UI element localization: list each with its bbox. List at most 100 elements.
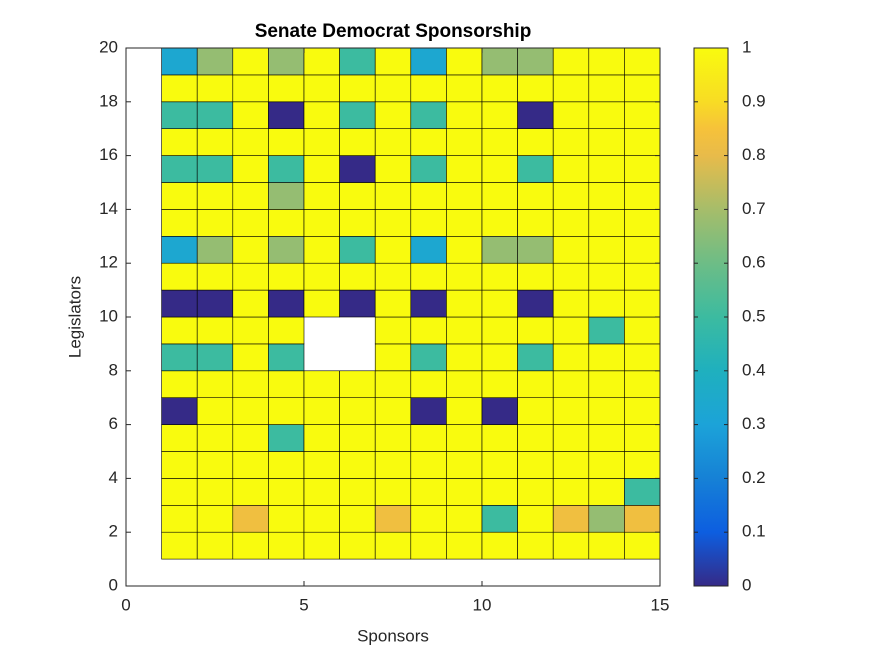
- heatmap-cell: [161, 47, 198, 76]
- heatmap-cell: [161, 343, 198, 372]
- heatmap-cell: [517, 316, 554, 345]
- colorbar-tick-label: 0.2: [742, 468, 766, 487]
- colorbar-tick-label: 0.7: [742, 199, 766, 218]
- heatmap-cell: [196, 504, 234, 533]
- heatmap-cell: [339, 128, 376, 156]
- heatmap-cell: [161, 424, 198, 452]
- heatmap-cell: [303, 504, 340, 533]
- heatmap-cell: [303, 478, 340, 506]
- heatmap-cell: [374, 397, 412, 425]
- heatmap-cell: [196, 397, 234, 425]
- heatmap-cell: [552, 236, 590, 264]
- heatmap-cell: [446, 101, 483, 130]
- heatmap-cell: [374, 47, 412, 76]
- heatmap-cell: [268, 370, 305, 398]
- y-tick-label: 8: [109, 360, 118, 379]
- heatmap-cell: [552, 289, 590, 318]
- heatmap-cell: [517, 236, 554, 264]
- heatmap-cell: [552, 343, 590, 372]
- x-axis-label: Sponsors: [357, 626, 429, 645]
- heatmap-cell: [303, 262, 340, 291]
- heatmap-cell: [517, 182, 554, 210]
- y-tick-label: 4: [109, 468, 118, 487]
- heatmap-cell: [446, 316, 483, 345]
- heatmap-cell: [410, 531, 447, 560]
- heatmap-cell: [588, 155, 625, 183]
- heatmap-cell: [410, 155, 447, 183]
- heatmap-cell: [552, 155, 590, 183]
- y-tick-label: 16: [99, 145, 118, 164]
- heatmap-cell: [517, 289, 554, 318]
- heatmap-cell: [374, 531, 412, 560]
- heatmap-cell: [517, 262, 554, 291]
- heatmap-cell: [232, 128, 269, 156]
- heatmap-cell: [481, 478, 518, 506]
- heatmap-cell: [446, 128, 483, 156]
- x-tick-label: 10: [473, 595, 492, 614]
- heatmap-cell: [374, 101, 412, 130]
- heatmap-cell: [161, 128, 198, 156]
- heatmap-cell: [196, 74, 234, 103]
- heatmap-cell: [196, 47, 234, 76]
- heatmap-cell: [232, 397, 269, 425]
- heatmap-cell: [588, 209, 625, 237]
- heatmap-cell: [268, 316, 305, 345]
- heatmap-cell: [552, 504, 590, 533]
- heatmap-cell: [552, 451, 590, 479]
- heatmap-cell: [624, 101, 661, 130]
- heatmap-cell: [232, 504, 269, 533]
- heatmap-cell: [303, 531, 340, 560]
- heatmap-cell: [588, 370, 625, 398]
- heatmap-cell: [517, 101, 554, 130]
- heatmap-cell: [374, 236, 412, 264]
- heatmap-cell: [446, 236, 483, 264]
- heatmap-cell: [552, 478, 590, 506]
- heatmap-cell: [410, 343, 447, 372]
- heatmap-cell: [552, 47, 590, 76]
- colorbar-tick-label: 0.6: [742, 253, 766, 272]
- heatmap-cell: [374, 504, 412, 533]
- heatmap-cell: [552, 101, 590, 130]
- y-tick-label: 18: [99, 91, 118, 110]
- colorbar-tick-label: 0.4: [742, 360, 766, 379]
- heatmap-cell: [552, 370, 590, 398]
- y-tick-label: 20: [99, 37, 118, 56]
- heatmap-cell: [624, 478, 661, 506]
- heatmap-cell: [196, 209, 234, 237]
- heatmap-cell: [446, 209, 483, 237]
- heatmap-cell: [552, 424, 590, 452]
- colorbar: [693, 47, 729, 587]
- heatmap-cell: [161, 209, 198, 237]
- heatmap-cell: [339, 262, 376, 291]
- heatmap-cell: [410, 370, 447, 398]
- heatmap-cell: [481, 531, 518, 560]
- heatmap-cell: [303, 424, 340, 452]
- heatmap-cell: [339, 101, 376, 130]
- heatmap-cell: [624, 370, 661, 398]
- heatmap-cell: [588, 128, 625, 156]
- heatmap-cell: [232, 155, 269, 183]
- heatmap-cell: [446, 343, 483, 372]
- chart-title: Senate Democrat Sponsorship: [255, 21, 532, 42]
- heatmap-cell: [624, 155, 661, 183]
- heatmap-cell: [268, 101, 305, 130]
- heatmap-cell: [303, 370, 340, 398]
- heatmap-cell: [339, 504, 376, 533]
- heatmap-cell: [232, 47, 269, 76]
- heatmap-cell: [196, 316, 234, 345]
- heatmap-cell: [161, 289, 198, 318]
- heatmap-cell: [446, 397, 483, 425]
- heatmap-cell: [161, 531, 198, 560]
- heatmap-cell: [552, 182, 590, 210]
- heatmap-cell: [481, 504, 518, 533]
- heatmap-cell: [374, 209, 412, 237]
- heatmap-cell: [552, 128, 590, 156]
- heatmap-cell: [481, 424, 518, 452]
- heatmap-cell: [624, 128, 661, 156]
- heatmap-cell: [552, 397, 590, 425]
- heatmap-cell: [410, 182, 447, 210]
- heatmap-cell: [339, 397, 376, 425]
- heatmap-cell: [410, 128, 447, 156]
- heatmap-cell: [588, 531, 625, 560]
- heatmap-cell: [374, 289, 412, 318]
